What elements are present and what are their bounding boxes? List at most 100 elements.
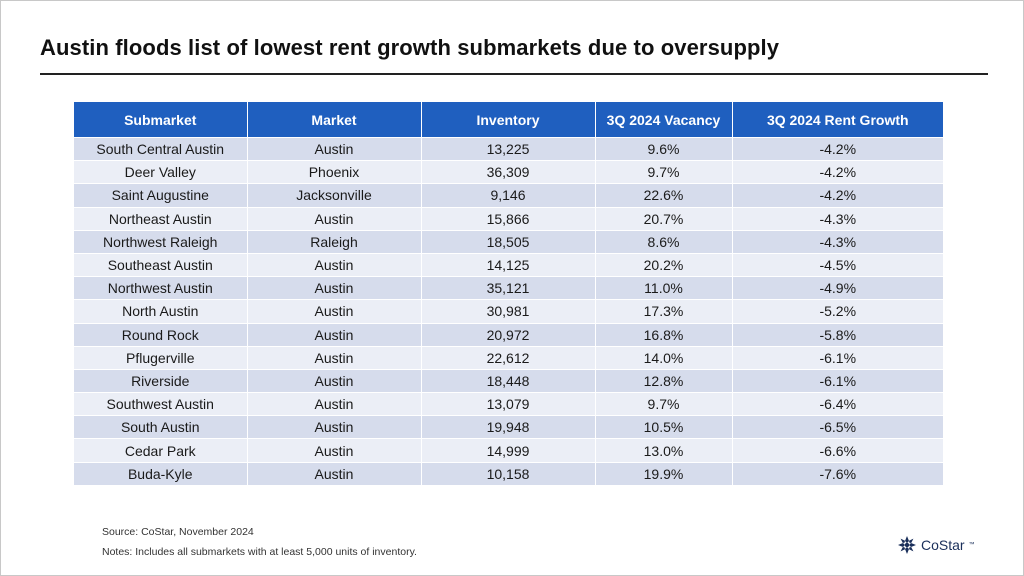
title-divider — [40, 73, 988, 75]
table-cell: 20.7% — [595, 206, 733, 231]
table-cell: 20.2% — [595, 252, 733, 277]
column-header: 3Q 2024 Rent Growth — [732, 102, 943, 138]
slide-title: Austin floods list of lowest rent growth… — [40, 35, 780, 60]
column-header: Market — [247, 102, 422, 138]
table-cell: -4.9% — [732, 276, 943, 300]
table-cell: Pflugerville — [74, 345, 248, 370]
table-cell: -4.3% — [732, 229, 943, 254]
table-cell: 9.7% — [595, 160, 733, 184]
table-cell: Northwest Austin — [74, 276, 248, 300]
logo-text: CoStar — [921, 537, 965, 553]
table-row: Saint Augustine Jacksonville 9,146 22.6% -4.… — [74, 183, 943, 208]
table-cell: -7.6% — [732, 461, 943, 485]
table-row: Cedar Park Austin 14,999 13.0% -6.6% — [74, 438, 943, 463]
table-cell: North Austin — [74, 299, 248, 323]
table-cell: Riverside — [74, 368, 248, 393]
table-row: Northwest Raleigh Raleigh 18,505 8.6% -4.3% — [74, 229, 943, 254]
table-cell: 17.3% — [595, 299, 733, 323]
table-cell: 30,981 — [421, 299, 596, 323]
table-row: North Austin Austin 30,981 17.3% -5.2% — [74, 299, 943, 323]
table-cell: 9,146 — [421, 183, 596, 208]
table-cell: South Central Austin — [74, 136, 248, 161]
table-row: Southwest Austin Austin 13,079 9.7% -6.4% — [74, 392, 943, 416]
source-note: Source: CoStar, November 2024 — [102, 526, 254, 538]
table-cell: 13.0% — [595, 438, 733, 463]
table-cell: -4.3% — [732, 206, 943, 231]
table-cell: Jacksonville — [247, 183, 422, 208]
column-header: Submarket — [74, 102, 248, 138]
table-cell: 9.6% — [595, 136, 733, 161]
table-cell: 18,505 — [421, 229, 596, 254]
table-cell: -6.4% — [732, 392, 943, 416]
table-row: Northeast Austin Austin 15,866 20.7% -4.3% — [74, 206, 943, 231]
table-cell: 9.7% — [595, 392, 733, 416]
table-cell: 13,225 — [421, 136, 596, 161]
table-cell: -4.5% — [732, 252, 943, 277]
table-cell: 8.6% — [595, 229, 733, 254]
table-body: South Central Austin Austin 13,225 9.6% -4.2… — [74, 136, 943, 485]
table-cell: 14,125 — [421, 252, 596, 277]
table-cell: 22,612 — [421, 345, 596, 370]
table-cell: Round Rock — [74, 322, 248, 347]
table-cell: -6.1% — [732, 368, 943, 393]
table-cell: Southwest Austin — [74, 392, 248, 416]
table-cell: 14.0% — [595, 345, 733, 370]
table-cell: Austin — [247, 415, 422, 439]
table-cell: 19.9% — [595, 461, 733, 485]
table-cell: Southeast Austin — [74, 252, 248, 277]
table-cell: 12.8% — [595, 368, 733, 393]
column-header: Inventory — [421, 102, 596, 138]
table-cell: -5.2% — [732, 299, 943, 323]
table-row: Buda-Kyle Austin 10,158 19.9% -7.6% — [74, 461, 943, 485]
costar-logo: CoStar ™ — [897, 535, 975, 555]
table-cell: 10,158 — [421, 461, 596, 485]
table-cell: -4.2% — [732, 183, 943, 208]
table-row: Southeast Austin Austin 14,125 20.2% -4.5% — [74, 252, 943, 277]
table-cell: 14,999 — [421, 438, 596, 463]
table-cell: Austin — [247, 252, 422, 277]
table-cell: Northeast Austin — [74, 206, 248, 231]
table-cell: Raleigh — [247, 229, 422, 254]
table-cell: -5.8% — [732, 322, 943, 347]
table-cell: -4.2% — [732, 136, 943, 161]
table-cell: Saint Augustine — [74, 183, 248, 208]
submarket-table: Submarket Market Inventory 3Q 2024 Vacancy 3… — [74, 102, 943, 485]
table-row: South Austin Austin 19,948 10.5% -6.5% — [74, 415, 943, 439]
table-cell: 10.5% — [595, 415, 733, 439]
table-cell: 15,866 — [421, 206, 596, 231]
table-cell: Deer Valley — [74, 160, 248, 184]
table-cell: Phoenix — [247, 160, 422, 184]
table-cell: South Austin — [74, 415, 248, 439]
table-cell: 11.0% — [595, 276, 733, 300]
table-cell: Northwest Raleigh — [74, 229, 248, 254]
table-cell: Austin — [247, 392, 422, 416]
table-row: South Central Austin Austin 13,225 9.6% -4.2… — [74, 136, 943, 161]
table-cell: -6.1% — [732, 345, 943, 370]
column-header: 3Q 2024 Vacancy — [595, 102, 733, 138]
table-cell: Austin — [247, 461, 422, 485]
table-cell: 18,448 — [421, 368, 596, 393]
table-cell: -4.2% — [732, 160, 943, 184]
table-cell: Austin — [247, 322, 422, 347]
table-cell: 16.8% — [595, 322, 733, 347]
table-cell: 13,079 — [421, 392, 596, 416]
table-cell: 19,948 — [421, 415, 596, 439]
table-cell: Austin — [247, 136, 422, 161]
table-cell: Austin — [247, 299, 422, 323]
table-cell: 35,121 — [421, 276, 596, 300]
table-cell: Austin — [247, 368, 422, 393]
table-cell: Austin — [247, 206, 422, 231]
table-row: Round Rock Austin 20,972 16.8% -5.8% — [74, 322, 943, 347]
table-cell: Austin — [247, 276, 422, 300]
table-cell: Austin — [247, 345, 422, 370]
table-cell: -6.5% — [732, 415, 943, 439]
costar-star-icon — [898, 536, 916, 554]
table-cell: Cedar Park — [74, 438, 248, 463]
table-cell: Buda-Kyle — [74, 461, 248, 485]
table-cell: 36,309 — [421, 160, 596, 184]
table-cell: 20,972 — [421, 322, 596, 347]
logo-trademark: ™ — [968, 542, 975, 548]
table-row: Pflugerville Austin 22,612 14.0% -6.1% — [74, 345, 943, 370]
table-cell: Austin — [247, 438, 422, 463]
